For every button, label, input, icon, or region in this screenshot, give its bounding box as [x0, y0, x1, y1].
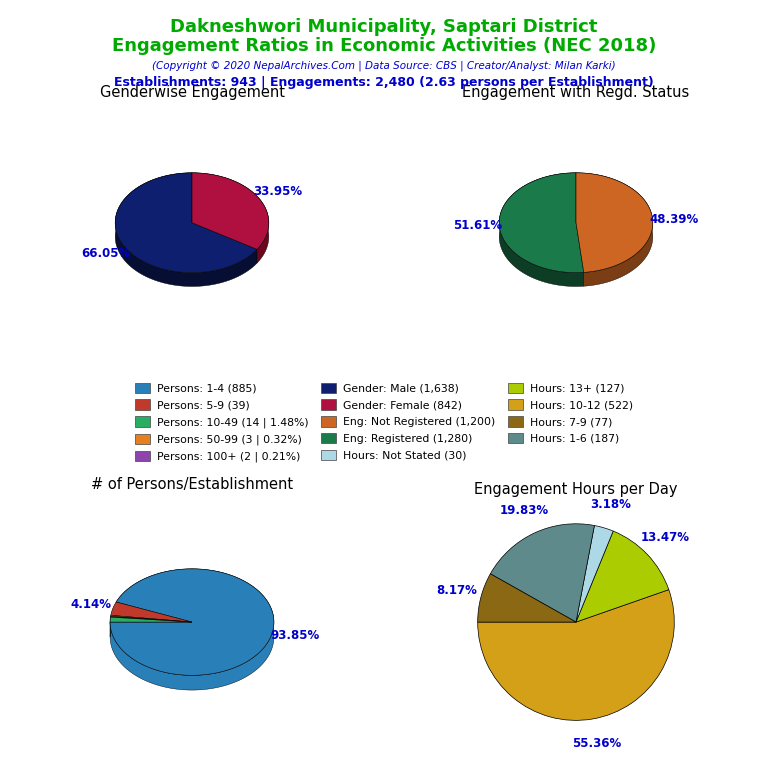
Polygon shape	[110, 569, 274, 675]
Polygon shape	[576, 173, 653, 286]
Polygon shape	[192, 173, 269, 263]
Polygon shape	[499, 173, 584, 273]
Text: 93.85%: 93.85%	[270, 629, 319, 642]
Polygon shape	[115, 173, 257, 273]
Text: Engagement Ratios in Economic Activities (NEC 2018): Engagement Ratios in Economic Activities…	[112, 37, 656, 55]
Text: 13.47%: 13.47%	[641, 531, 690, 544]
Polygon shape	[110, 569, 274, 690]
Text: 33.95%: 33.95%	[253, 185, 303, 198]
Legend: Persons: 1-4 (885), Persons: 5-9 (39), Persons: 10-49 (14 | 1.48%), Persons: 50-: Persons: 1-4 (885), Persons: 5-9 (39), P…	[131, 378, 637, 467]
Text: Establishments: 943 | Engagements: 2,480 (2.63 persons per Establishment): Establishments: 943 | Engagements: 2,480…	[114, 76, 654, 88]
Text: 66.05%: 66.05%	[81, 247, 131, 260]
Polygon shape	[499, 173, 584, 286]
Title: Engagement Hours per Day: Engagement Hours per Day	[475, 482, 677, 497]
Polygon shape	[111, 602, 192, 622]
Wedge shape	[576, 531, 669, 622]
Title: Engagement with Regd. Status: Engagement with Regd. Status	[462, 85, 690, 101]
Title: Genderwise Engagement: Genderwise Engagement	[100, 85, 284, 101]
Polygon shape	[576, 173, 653, 273]
Text: 3.18%: 3.18%	[591, 498, 631, 511]
Text: 8.17%: 8.17%	[437, 584, 478, 598]
Text: (Copyright © 2020 NepalArchives.Com | Data Source: CBS | Creator/Analyst: Milan : (Copyright © 2020 NepalArchives.Com | Da…	[152, 60, 616, 71]
Text: 19.83%: 19.83%	[500, 504, 549, 517]
Polygon shape	[115, 173, 257, 286]
Polygon shape	[111, 615, 192, 622]
Wedge shape	[490, 524, 594, 622]
Text: 51.61%: 51.61%	[453, 220, 502, 233]
Text: Dakneshwori Municipality, Saptari District: Dakneshwori Municipality, Saptari Distri…	[170, 18, 598, 36]
Text: 48.39%: 48.39%	[650, 213, 699, 226]
Wedge shape	[576, 525, 613, 622]
Polygon shape	[192, 173, 269, 250]
Polygon shape	[111, 617, 192, 622]
Title: # of Persons/Establishment: # of Persons/Establishment	[91, 477, 293, 492]
Wedge shape	[478, 574, 576, 622]
Polygon shape	[110, 617, 192, 622]
Text: 4.14%: 4.14%	[70, 598, 111, 611]
Text: 55.36%: 55.36%	[572, 737, 621, 750]
Wedge shape	[478, 590, 674, 720]
